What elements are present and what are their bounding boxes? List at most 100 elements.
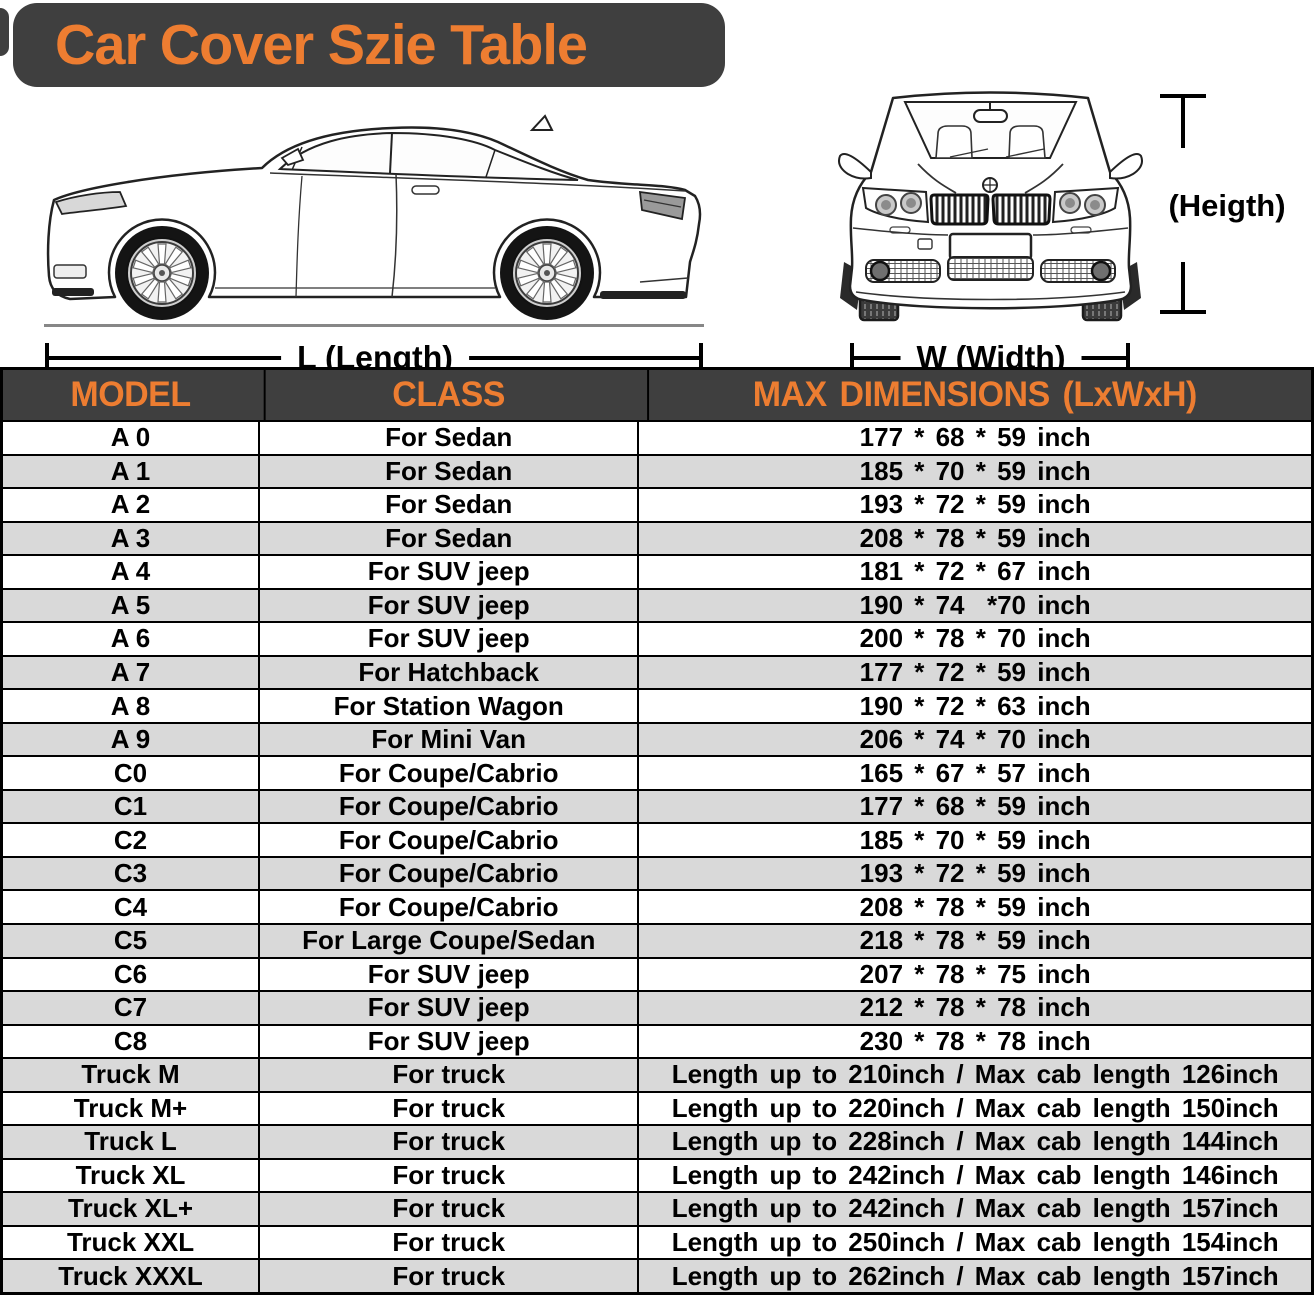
model-cell: A 8 (110, 690, 151, 721)
class-cell: For SUV jeep (258, 992, 637, 1024)
model-cell: A 4 (110, 556, 151, 587)
dimensions-cell: 190 * 72 * 63 inch (637, 690, 1311, 722)
model-cell: Truck M (81, 1059, 180, 1090)
table-row: A 7 For Hatchback 177 * 72 * 59 inch (3, 654, 1311, 689)
dimensions-cell: Length up to 262inch / Max cab length 15… (637, 1260, 1311, 1292)
dimensions-cell: 218 * 78 * 59 inch (637, 924, 1311, 957)
dimensions-cell: Length up to 228inch / Max cab length 14… (637, 1126, 1311, 1158)
model-cell: Truck XXL (66, 1227, 195, 1258)
dimensions-cell: Length up to 250inch / Max cab length 15… (637, 1226, 1311, 1259)
class-cell: For SUV jeep (258, 623, 637, 655)
class-cell: For Sedan (258, 489, 637, 521)
class-cell: For truck (258, 1193, 637, 1225)
model-cell: Truck XXXL (58, 1260, 203, 1291)
class-cell: For Hatchback (258, 656, 637, 689)
title-banner: Car Cover Szie Table (13, 3, 725, 87)
size-table: MODEL CLASS MAX DIMENSIONS (LxWxH) A 0 Fo… (0, 367, 1314, 1295)
table-row: C8 For SUV jeep 230 * 78 * 78 inch (3, 1023, 1311, 1058)
table-row: C7 For SUV jeep 212 * 78 * 78 inch (3, 990, 1311, 1024)
height-dimension-bottom-stem (1181, 262, 1185, 314)
width-dimension-right-tick (1126, 343, 1130, 373)
dimensions-cell: Length up to 242inch / Max cab length 14… (637, 1159, 1311, 1192)
model-cell: C2 (113, 824, 148, 855)
dimensions-cell: 193 * 72 * 59 inch (637, 857, 1311, 890)
class-cell: For Coupe/Cabrio (258, 790, 637, 823)
class-cell: For Large Coupe/Sedan (258, 924, 637, 957)
model-cell: A 9 (110, 724, 151, 755)
table-row: C0 For Coupe/Cabrio 165 * 67 * 57 inch (3, 755, 1311, 789)
column-header-model: MODEL (70, 375, 191, 414)
class-cell: For Coupe/Cabrio (258, 824, 637, 856)
table-row: A 8 For Station Wagon 190 * 72 * 63 inch (3, 688, 1311, 722)
class-cell: For Sedan (258, 522, 637, 555)
table-row: Truck XXL For truck Length up to 250inch /… (3, 1224, 1311, 1259)
table-row: C4 For Coupe/Cabrio 208 * 78 * 59 inch (3, 889, 1311, 923)
dimensions-cell: 207 * 78 * 75 inch (637, 958, 1311, 991)
table-row: A 5 For SUV jeep 190 * 74 *70 inch (3, 587, 1311, 622)
table-row: C6 For SUV jeep 207 * 78 * 75 inch (3, 956, 1311, 991)
table-row: A 4 For SUV jeep 181 * 72 * 67 inch (3, 554, 1311, 588)
dimensions-cell: 185 * 70 * 59 inch (637, 455, 1311, 488)
model-cell: Truck L (84, 1126, 177, 1157)
model-cell: C1 (113, 791, 148, 822)
column-header-class: CLASS (263, 370, 632, 420)
dimensions-cell: 177 * 68 * 59 inch (637, 790, 1311, 823)
model-cell: C7 (113, 992, 148, 1023)
class-cell: For Coupe/Cabrio (258, 757, 637, 789)
model-cell: Truck M+ (73, 1092, 188, 1123)
length-dimension-right-tick (699, 343, 703, 373)
class-cell: For truck (258, 1059, 637, 1091)
dimensions-cell: 177 * 72 * 59 inch (637, 656, 1311, 689)
model-cell: C6 (113, 958, 148, 989)
table-row: Truck L For truck Length up to 228inch / M… (3, 1124, 1311, 1158)
class-cell: For Coupe/Cabrio (258, 891, 637, 923)
table-row: A 6 For SUV jeep 200 * 78 * 70 inch (3, 621, 1311, 655)
class-cell: For truck (258, 1159, 637, 1192)
dimensions-cell: 165 * 67 * 57 inch (637, 757, 1311, 789)
table-row: C2 For Coupe/Cabrio 185 * 70 * 59 inch (3, 822, 1311, 856)
table-row: C5 For Large Coupe/Sedan 218 * 78 * 59 inc… (3, 922, 1311, 957)
dimensions-cell: 181 * 72 * 67 inch (637, 556, 1311, 588)
model-cell: A 0 (110, 422, 151, 453)
table-row: C3 For Coupe/Cabrio 193 * 72 * 59 inch (3, 855, 1311, 890)
width-dimension-left-tick (850, 343, 854, 373)
table-header-row: MODEL CLASS MAX DIMENSIONS (LxWxH) (3, 370, 1311, 420)
dimensions-cell: 208 * 78 * 59 inch (637, 891, 1311, 923)
height-dimension-top-stem (1181, 94, 1185, 148)
table-row: Truck M+ For truck Length up to 220inch / … (3, 1090, 1311, 1125)
class-cell: For Mini Van (258, 723, 637, 756)
class-cell: For SUV jeep (258, 1025, 637, 1058)
table-row: A 1 For Sedan 185 * 70 * 59 inch (3, 453, 1311, 488)
height-label: (Heigth) (1168, 188, 1286, 223)
model-cell: A 6 (110, 623, 151, 654)
model-cell: Truck XL (75, 1159, 186, 1190)
dimensions-cell: 190 * 74 *70 inch (637, 589, 1311, 622)
model-cell: A 7 (110, 656, 151, 687)
car-side-view-illustration (46, 114, 702, 320)
table-row: Truck XL For truck Length up to 242inch / … (3, 1157, 1311, 1192)
class-cell: For SUV jeep (258, 958, 637, 991)
ground-line (44, 324, 704, 327)
dimensions-cell: 177 * 68 * 59 inch (637, 422, 1311, 454)
model-cell: C8 (113, 1025, 148, 1056)
model-cell: C0 (113, 757, 148, 788)
model-cell: Truck XL+ (68, 1193, 194, 1224)
table-row: A 2 For Sedan 193 * 72 * 59 inch (3, 487, 1311, 521)
model-cell: C4 (113, 891, 148, 922)
dimensions-cell: 212 * 78 * 78 inch (637, 992, 1311, 1024)
dimensions-cell: Length up to 220inch / Max cab length 15… (637, 1092, 1311, 1125)
dimensions-cell: 206 * 74 * 70 inch (637, 723, 1311, 756)
dimensions-cell: 208 * 78 * 59 inch (637, 522, 1311, 555)
class-cell: For Sedan (258, 455, 637, 488)
class-cell: For Station Wagon (258, 690, 637, 722)
dimensions-cell: 200 * 78 * 70 inch (637, 623, 1311, 655)
table-row: C1 For Coupe/Cabrio 177 * 68 * 59 inch (3, 788, 1311, 823)
dimensions-cell: 185 * 70 * 59 inch (637, 824, 1311, 856)
dimensions-cell: Length up to 242inch / Max cab length 15… (637, 1193, 1311, 1225)
model-cell: C3 (113, 858, 148, 889)
class-cell: For truck (258, 1126, 637, 1158)
dimensions-cell: Length up to 210inch / Max cab length 12… (637, 1059, 1311, 1091)
dimensions-cell: 230 * 78 * 78 inch (637, 1025, 1311, 1058)
table-row: A 0 For Sedan 177 * 68 * 59 inch (3, 420, 1311, 454)
